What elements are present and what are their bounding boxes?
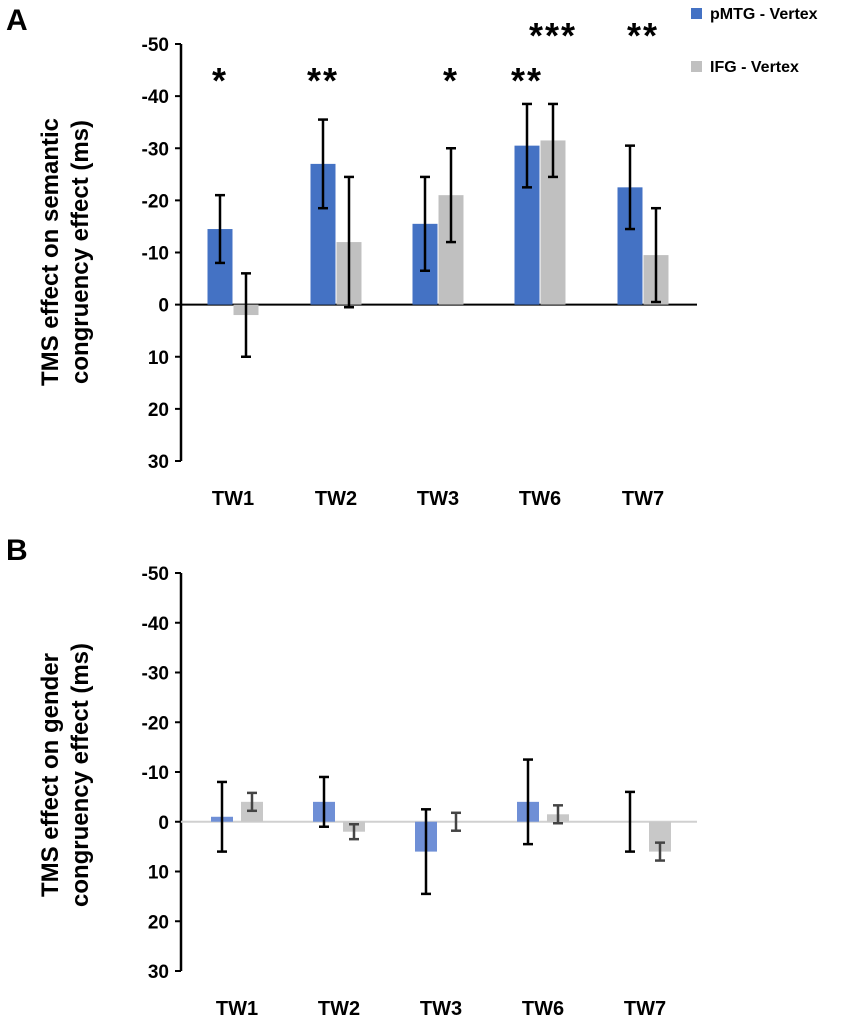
- panel-label-a: A: [6, 4, 28, 37]
- panel-a-x-label-tw3: TW3: [417, 488, 459, 510]
- panel-label-b: B: [6, 534, 28, 567]
- panel-a-x-label-tw2: TW2: [315, 488, 357, 510]
- panel-a-significance-markers: * ** * ***** **: [212, 15, 659, 101]
- panel-a-x-label-tw1: TW1: [212, 488, 254, 510]
- panel-b-y-axis-title-line-2: congruency effect (ms): [67, 643, 94, 907]
- panel-b-y-tick-label: -40: [142, 614, 169, 635]
- panel-b-x-label-tw1: TW1: [216, 998, 258, 1020]
- panel-a-bars: [207, 140, 669, 316]
- panel-a-y-tick-label: 0: [158, 296, 169, 317]
- panel-b-chart: B TMS effect on gender congruency effect…: [6, 534, 697, 1020]
- legend-label-pmtg: pMTG - Vertex: [710, 6, 818, 23]
- panel-a-x-label-tw7: TW7: [622, 488, 664, 510]
- legend-swatch-ifg: [691, 61, 702, 72]
- panel-b-y-tick-label: -50: [142, 564, 169, 585]
- panel-b-y-tick-label: 0: [158, 813, 169, 834]
- panel-a-y-tick-label: -20: [142, 191, 169, 212]
- panel-b-y-tick-label: -10: [142, 763, 169, 784]
- panel-b-x-label-tw6: TW6: [522, 998, 564, 1020]
- legend-label-ifg: IFG - Vertex: [710, 59, 799, 76]
- panel-a-y-tick-label: -50: [142, 35, 169, 56]
- panel-a-y-tick-label: 20: [148, 400, 169, 421]
- panel-a-significance-marker: *: [212, 60, 228, 101]
- panel-a-y-tick-label: 10: [148, 348, 169, 369]
- panel-a-error-bars: [215, 102, 661, 358]
- panel-a-x-label-tw6: TW6: [519, 488, 561, 510]
- panel-b-bar-tw7-series-1: [649, 821, 671, 852]
- panel-a-significance-marker: ***: [529, 15, 577, 56]
- panel-a-significance-marker: **: [627, 15, 659, 56]
- panel-b-y-tick-label: -30: [142, 664, 169, 685]
- panel-b-error-bars: [217, 758, 665, 896]
- panel-a-y-ticks: -50 -40 -30 -20 -10 0 10 20 30: [142, 35, 181, 473]
- panel-a-y-tick-label: -30: [142, 139, 169, 160]
- panel-b-bars: [211, 801, 671, 852]
- panel-b-y-tick-label: 30: [148, 962, 169, 983]
- panel-b-y-ticks: -50 -40 -30 -20 -10 0 10 20 30: [142, 564, 181, 983]
- panel-b-x-label-tw7: TW7: [624, 998, 666, 1020]
- panel-b-x-label-tw3: TW3: [420, 998, 462, 1020]
- panel-a-y-axis-title-line-1: TMS effect on semantic: [37, 118, 64, 386]
- panel-b-axes: [179, 573, 697, 971]
- panel-a-significance-marker: *: [443, 60, 459, 101]
- panel-a-y-axis-title-line-2: congruency effect (ms): [67, 120, 94, 384]
- legend: pMTG - Vertex IFG - Vertex: [691, 6, 818, 76]
- legend-swatch-pmtg: [691, 8, 702, 19]
- panel-a-significance-marker: **: [511, 60, 543, 101]
- panel-b-y-tick-label: -20: [142, 713, 169, 734]
- panel-b-y-tick-label: 20: [148, 912, 169, 933]
- panel-a-x-labels: TW1 TW2 TW3 TW6 TW7: [212, 488, 664, 510]
- panel-a-y-tick-label: -40: [142, 87, 169, 108]
- panel-b-y-tick-label: 10: [148, 863, 169, 884]
- panel-a-significance-marker: **: [307, 60, 339, 101]
- panel-a-chart: A TMS effect on semantic congruency effe…: [6, 4, 697, 510]
- panel-b-x-labels: TW1 TW2 TW3 TW6 TW7: [216, 998, 666, 1020]
- panel-b-y-axis-title-line-1: TMS effect on gender: [37, 653, 64, 897]
- panel-b-x-label-tw2: TW2: [318, 998, 360, 1020]
- panel-a-y-tick-label: 30: [148, 452, 169, 473]
- panel-a-y-tick-label: -10: [142, 244, 169, 265]
